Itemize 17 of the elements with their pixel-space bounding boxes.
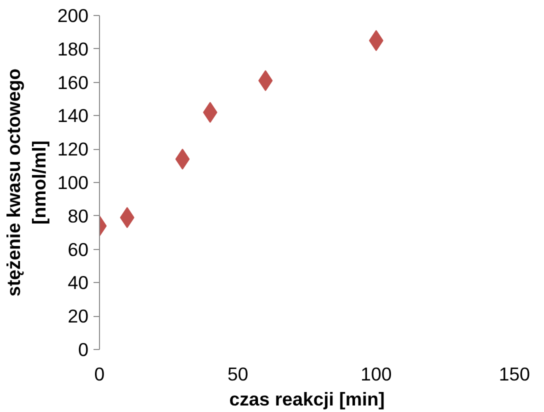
y-tick-label: 120 [57, 138, 89, 160]
y-tick-label: 100 [57, 172, 89, 193]
y-tick-label: 180 [57, 38, 89, 60]
x-tick-label: 150 [498, 364, 530, 384]
y-axis-title: stężenie kwasu octowego [nmol/ml] [3, 68, 50, 297]
x-tick-label: 100 [360, 364, 392, 384]
y-tick-label: 140 [57, 105, 89, 126]
y-tick-label: 60 [68, 238, 89, 260]
x-axis-title: czas reakcji [min] [229, 388, 385, 410]
y-tick-label: 160 [57, 72, 89, 93]
y-tick-label: 20 [68, 306, 89, 327]
x-tick-label: 50 [227, 364, 248, 384]
y-tick-label: 80 [68, 205, 89, 226]
y-tick-label: 0 [78, 339, 89, 360]
y-tick-label: 200 [57, 5, 89, 26]
x-tick-label: 0 [94, 364, 105, 384]
y-tick-label: 40 [68, 272, 89, 294]
